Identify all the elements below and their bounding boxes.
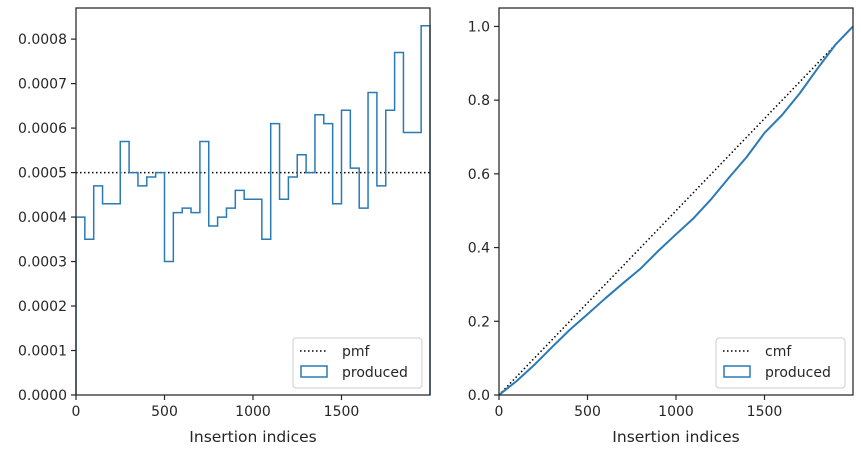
- x-tick-label: 0: [495, 404, 504, 420]
- produced-cumulative-point: [604, 297, 606, 300]
- x-tick-label: 500: [574, 404, 601, 420]
- produced-bin: [262, 239, 271, 395]
- x-tick-label: 1000: [658, 404, 694, 420]
- y-tick-label: 0.0003: [18, 255, 67, 271]
- left-ticks: 0 500 1000 1500 0.0000 0.0001 0.0002 0.0003 0.00…: [18, 32, 359, 420]
- produced-cumulative-point: [817, 67, 819, 70]
- produced-bin: [191, 213, 200, 395]
- y-tick-label: 0.0005: [18, 166, 67, 182]
- left-x-axis-label: Insertion indices: [189, 428, 316, 446]
- right-legend-produced-label: produced: [765, 365, 831, 381]
- produced-cumulative-point: [799, 92, 801, 94]
- produced-bin: [76, 217, 85, 395]
- produced-bin: [147, 177, 156, 395]
- produced-cumulative-point: [516, 380, 518, 382]
- produced-cumulative-point: [675, 233, 677, 235]
- produced-bin: [244, 199, 253, 395]
- left-chart: 0 500 1000 1500 0.0000 0.0001 0.0002 0.0003 0.00…: [18, 7, 431, 446]
- y-tick-label: 0.0002: [18, 299, 67, 315]
- produced-step-outline: [75, 25, 431, 395]
- left-legend: pmf produced: [292, 337, 423, 389]
- x-tick-label: 1500: [747, 404, 783, 420]
- y-tick-label: 0.4: [468, 241, 490, 257]
- produced-cumulative-point: [728, 176, 730, 179]
- right-legend-cmf-label: cmf: [765, 344, 792, 360]
- produced-cumulative-point: [710, 198, 713, 200]
- produced-bin: [182, 208, 191, 395]
- y-tick-label: 0.0001: [18, 344, 67, 360]
- y-tick-label: 0.0: [468, 388, 490, 404]
- cmf-reference-line: [498, 25, 854, 396]
- x-tick-label: 1000: [235, 404, 271, 420]
- right-axes-frame: [498, 7, 854, 396]
- produced-cumulative-point: [746, 156, 748, 158]
- y-tick-label: 1.0: [468, 19, 490, 35]
- produced-bin: [111, 204, 120, 395]
- produced-bin: [94, 186, 103, 395]
- y-tick-label: 0.0008: [18, 32, 67, 48]
- produced-cumulative-point: [569, 329, 571, 331]
- produced-cumulative-point: [834, 44, 836, 46]
- right-ticks: 0 500 1000 1500 0.0 0.2 0.4 0.6 0.8 1.0: [468, 19, 783, 420]
- left-legend-pmf-label: pmf: [342, 344, 371, 360]
- y-tick-label: 0.0000: [18, 388, 67, 404]
- y-tick-label: 0.0006: [18, 121, 67, 137]
- produced-bin: [120, 141, 129, 395]
- produced-bin: [129, 173, 138, 395]
- x-tick-label: 0: [72, 404, 81, 420]
- produced-bin: [209, 226, 218, 395]
- produced-cumulative-point: [640, 267, 642, 270]
- right-legend: cmf produced: [715, 337, 846, 389]
- produced-bin: [226, 208, 235, 395]
- produced-cumulative-point: [622, 282, 624, 284]
- y-tick-label: 0.0007: [18, 77, 67, 93]
- right-legend-produced-swatch: [723, 365, 751, 378]
- produced-cumulative-point: [586, 313, 589, 315]
- produced-cumulative-point: [551, 346, 553, 348]
- right-chart: 0 500 1000 1500 0.0 0.2 0.4 0.6 0.8 1.0 Insertion…: [468, 7, 854, 446]
- produced-cumulative-point: [781, 114, 783, 116]
- y-tick-label: 0.2: [468, 314, 490, 330]
- produced-bin: [280, 199, 289, 395]
- produced-bin: [235, 190, 244, 395]
- produced-bin: [103, 204, 112, 395]
- left-legend-produced-label: produced: [342, 365, 408, 381]
- produced-bin: [138, 186, 147, 395]
- x-tick-label: 500: [151, 404, 178, 420]
- produced-bin: [421, 26, 430, 395]
- produced-cumulative-point: [657, 250, 659, 252]
- right-x-axis-label: Insertion indices: [612, 428, 739, 446]
- produced-cumulative-point: [533, 364, 536, 366]
- produced-bin: [165, 262, 174, 395]
- produced-bin: [85, 239, 94, 395]
- y-tick-label: 0.6: [468, 167, 490, 183]
- produced-bin: [218, 217, 227, 395]
- produced-bin: [156, 173, 165, 395]
- produced-cumulative-point: [693, 217, 695, 219]
- y-tick-label: 0.8: [468, 93, 490, 109]
- produced-bin: [253, 199, 262, 395]
- y-tick-label: 0.0004: [18, 210, 67, 226]
- produced-cumulative-point: [763, 132, 766, 134]
- left-plot-area: [75, 25, 431, 395]
- produced-bin: [200, 141, 209, 395]
- x-tick-label: 1500: [324, 404, 360, 420]
- produced-bin: [271, 124, 280, 395]
- left-axes-frame: [75, 7, 431, 396]
- left-legend-produced-swatch: [300, 365, 328, 378]
- produced-bin: [173, 213, 182, 395]
